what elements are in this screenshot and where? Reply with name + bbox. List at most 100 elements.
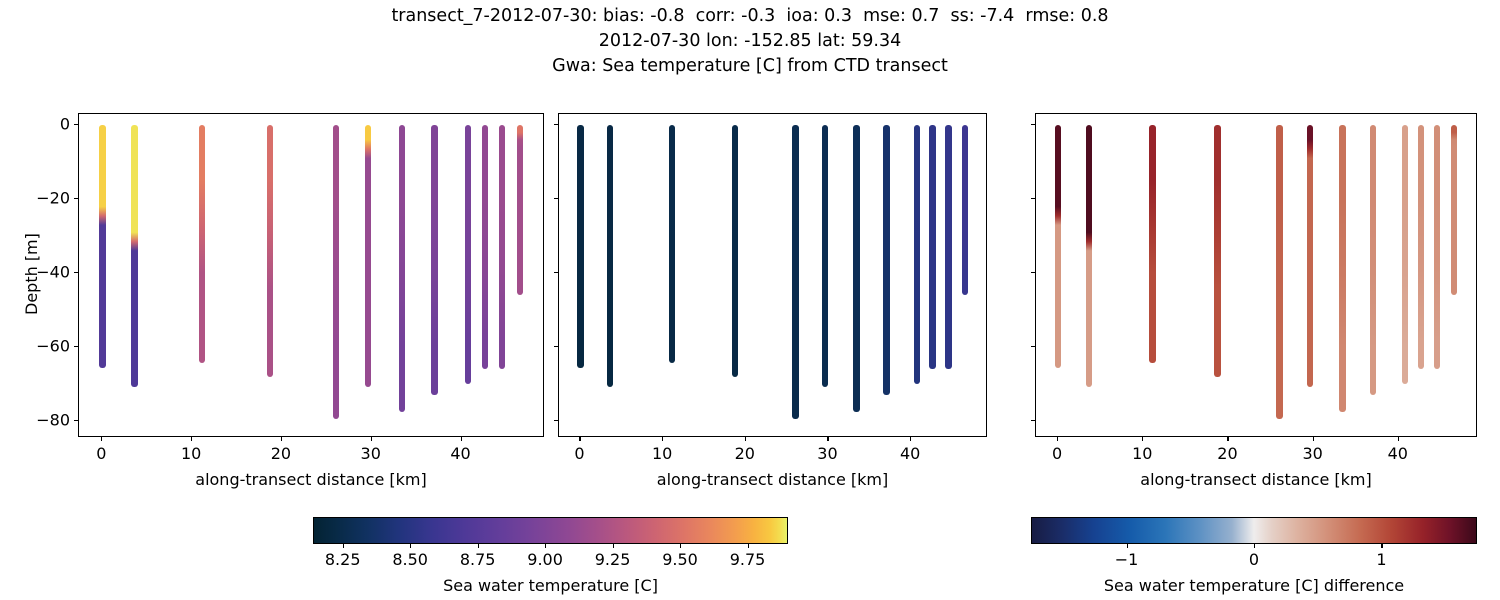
x-tick-label: 0 xyxy=(96,444,107,463)
colorbar-temperature xyxy=(313,517,788,544)
colorbar-tick xyxy=(1381,544,1383,548)
x-tick xyxy=(910,437,912,441)
colorbar-tick xyxy=(612,544,614,548)
y-tick xyxy=(1031,124,1035,126)
y-tick xyxy=(1031,420,1035,422)
suptitle-line-3: Gwa: Sea temperature [C] from CTD transe… xyxy=(552,56,948,76)
colorbar-tick xyxy=(477,544,479,548)
x-tick-label: 10 xyxy=(180,444,202,463)
x-axis-label: along-transect distance [km] xyxy=(656,470,889,489)
profile-marker xyxy=(399,125,406,413)
x-tick-label: 30 xyxy=(817,444,838,463)
y-tick-label: −60 xyxy=(36,336,70,356)
x-tick-label: 0 xyxy=(1052,444,1063,463)
profile-marker xyxy=(481,125,489,369)
profile-marker xyxy=(883,125,890,396)
y-tick xyxy=(74,124,78,126)
x-tick-label: 10 xyxy=(651,444,673,463)
colorbar-temperature-difference xyxy=(1031,517,1477,544)
y-axis-label: Depth [m] xyxy=(22,233,41,315)
x-tick xyxy=(1057,437,1059,441)
profile-marker xyxy=(1339,125,1346,413)
colorbar-tick-label: 0 xyxy=(1248,550,1260,569)
x-tick-label: 20 xyxy=(734,444,755,463)
x-tick-label: 30 xyxy=(360,444,381,463)
profile-marker xyxy=(607,125,614,388)
x-tick-label: 20 xyxy=(1217,444,1238,463)
profile-marker xyxy=(1370,125,1377,396)
profile-marker xyxy=(945,125,952,369)
profile-marker xyxy=(1214,125,1221,377)
profile-marker xyxy=(821,125,829,388)
profile-marker xyxy=(99,125,106,368)
profile-marker xyxy=(853,125,860,413)
y-tick xyxy=(554,272,558,274)
y-tick-label: −80 xyxy=(36,410,70,430)
x-tick xyxy=(1397,437,1399,441)
y-tick-label: −40 xyxy=(36,262,70,282)
x-tick-label: 0 xyxy=(574,444,585,463)
suptitle-line-1: transect_7-2012-07-30: bias: -0.8 corr: … xyxy=(391,6,1109,26)
x-axis-label: along-transect distance [km] xyxy=(195,470,427,489)
y-tick xyxy=(74,420,78,422)
x-tick xyxy=(1142,437,1144,441)
colorbar-tick-label: 9.25 xyxy=(594,550,631,569)
profile-marker xyxy=(577,125,584,368)
colorbar-tick-label: 8.75 xyxy=(459,550,496,569)
x-tick xyxy=(662,437,664,441)
x-tick xyxy=(460,437,462,441)
colorbar-tick xyxy=(545,544,547,548)
x-tick-label: 40 xyxy=(899,444,921,463)
profile-marker xyxy=(913,125,921,385)
y-tick xyxy=(74,346,78,348)
colorbar-tick xyxy=(1126,544,1128,548)
x-tick xyxy=(827,437,829,441)
profile-marker xyxy=(498,125,506,369)
colorbar-tick xyxy=(747,544,749,548)
y-tick xyxy=(554,124,558,126)
y-tick xyxy=(1031,272,1035,274)
profile-marker xyxy=(792,125,799,420)
profile-marker xyxy=(1276,125,1283,420)
colorbar-tick-label: 8.50 xyxy=(392,550,428,569)
profile-marker xyxy=(1307,125,1314,388)
profile-marker xyxy=(267,125,274,377)
x-tick xyxy=(579,437,581,441)
colorbar-tick-label: 9.50 xyxy=(662,550,698,569)
y-tick-label: 0 xyxy=(59,114,70,134)
colorbar-label-temperature-difference: Sea water temperature [C] difference xyxy=(1103,576,1405,595)
figure-suptitle: transect_7-2012-07-30: bias: -0.8 corr: … xyxy=(0,4,1500,79)
x-tick-label: 40 xyxy=(1387,444,1408,463)
profile-marker xyxy=(431,125,438,396)
profile-marker xyxy=(731,125,739,377)
profile-marker xyxy=(364,125,372,388)
x-tick-label: 10 xyxy=(1132,444,1153,463)
colorbar-tick-label: 8.25 xyxy=(324,550,361,569)
colorbar-tick-label: 9.00 xyxy=(527,550,563,569)
x-tick xyxy=(101,437,103,441)
colorbar-tick xyxy=(680,544,682,548)
colorbar-label-temperature: Sea water temperature [C] xyxy=(443,576,658,595)
profile-marker xyxy=(1149,125,1156,363)
colorbar-tick-label: 1 xyxy=(1376,550,1387,569)
suptitle-line-2: 2012-07-30 lon: -152.85 lat: 59.34 xyxy=(598,31,902,51)
colorbar-tick-label: 9.75 xyxy=(729,550,766,569)
profile-marker xyxy=(131,125,138,388)
colorbar-tick xyxy=(1254,544,1256,548)
x-tick xyxy=(1227,437,1229,441)
profile-marker xyxy=(1085,125,1092,388)
profile-marker xyxy=(1054,125,1062,368)
y-tick xyxy=(1031,198,1035,200)
axes-obs-minus-model: Obs - Model xyxy=(1035,113,1477,437)
y-tick xyxy=(74,272,78,274)
profile-marker xyxy=(1433,125,1441,369)
profile-marker xyxy=(332,125,339,420)
x-axis-label: along-transect distance [km] xyxy=(1140,470,1372,489)
profile-marker xyxy=(516,125,524,295)
x-tick xyxy=(1312,437,1314,441)
axes-ciofs: CIOFS xyxy=(558,113,987,437)
profile-marker xyxy=(961,125,969,295)
profile-marker xyxy=(929,125,936,369)
colorbar-tick xyxy=(410,544,412,548)
